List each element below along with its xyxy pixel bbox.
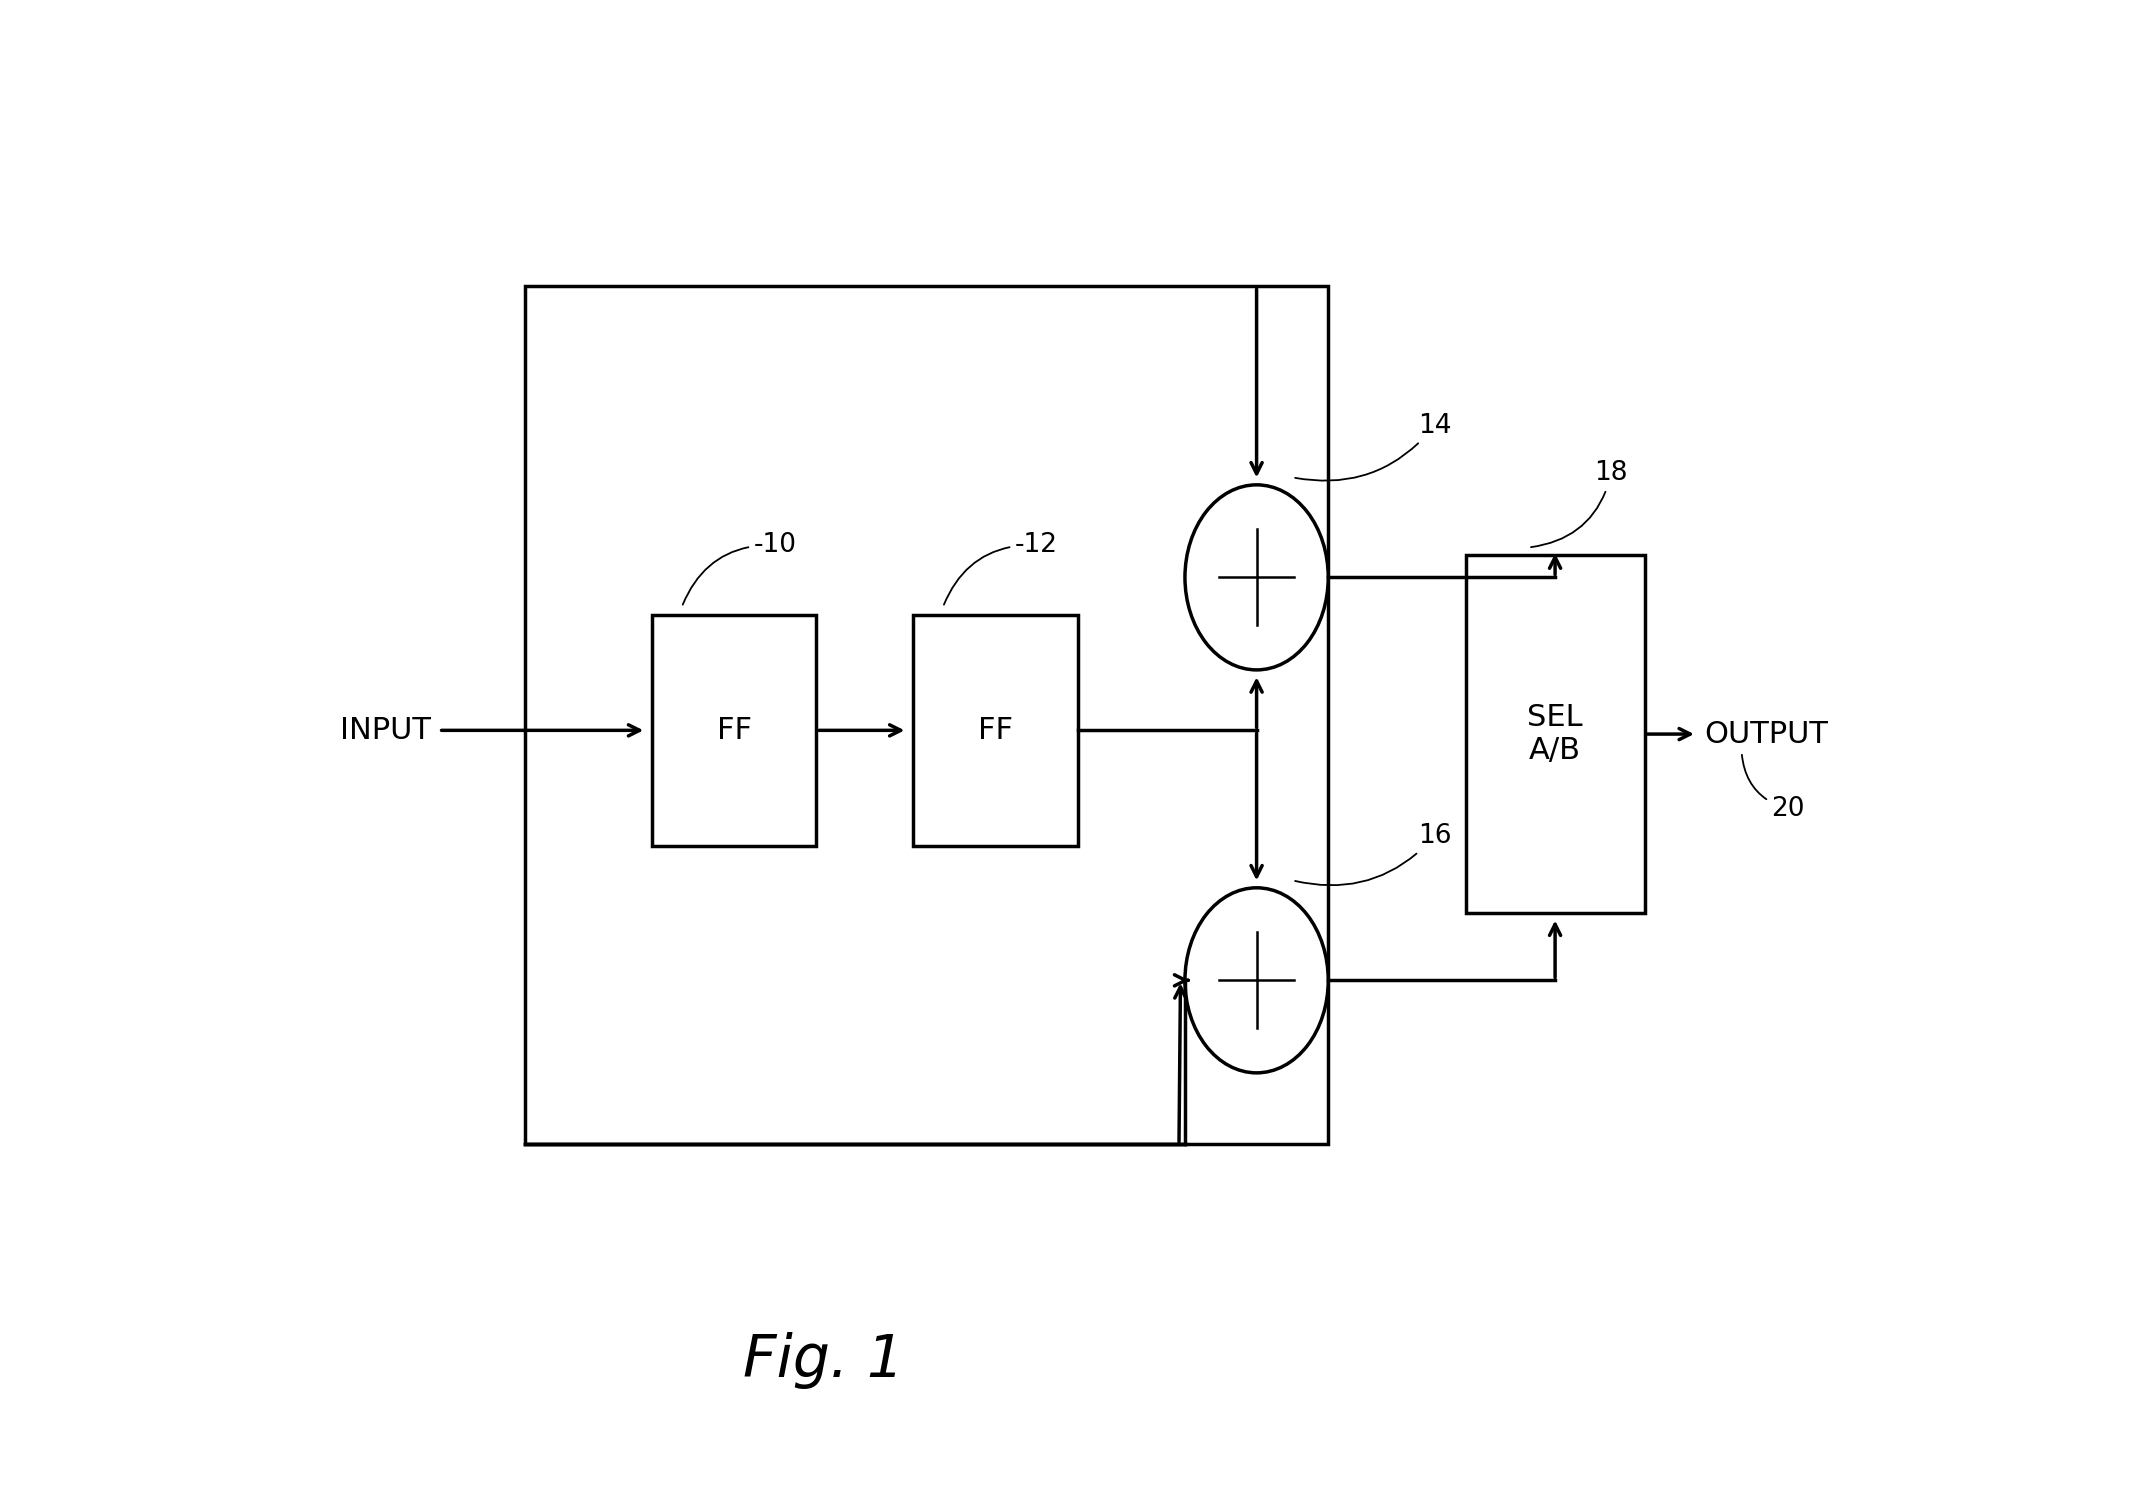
Text: 20: 20 <box>1741 755 1806 822</box>
Bar <box>653 614 817 846</box>
Bar <box>914 614 1078 846</box>
Text: 18: 18 <box>1530 460 1627 547</box>
Text: -12: -12 <box>944 532 1058 605</box>
Ellipse shape <box>1185 888 1327 1073</box>
Text: 14: 14 <box>1295 412 1450 481</box>
Text: 16: 16 <box>1295 822 1450 885</box>
Text: FF: FF <box>718 716 752 745</box>
Ellipse shape <box>1185 485 1327 670</box>
Bar <box>526 286 1327 1144</box>
Text: SEL
A/B: SEL A/B <box>1528 703 1584 765</box>
Bar <box>1465 554 1644 914</box>
Text: -10: -10 <box>683 532 797 605</box>
Text: INPUT: INPUT <box>340 716 431 745</box>
Text: FF: FF <box>978 716 1013 745</box>
Text: Fig. 1: Fig. 1 <box>743 1332 905 1390</box>
Text: OUTPUT: OUTPUT <box>1705 719 1827 749</box>
